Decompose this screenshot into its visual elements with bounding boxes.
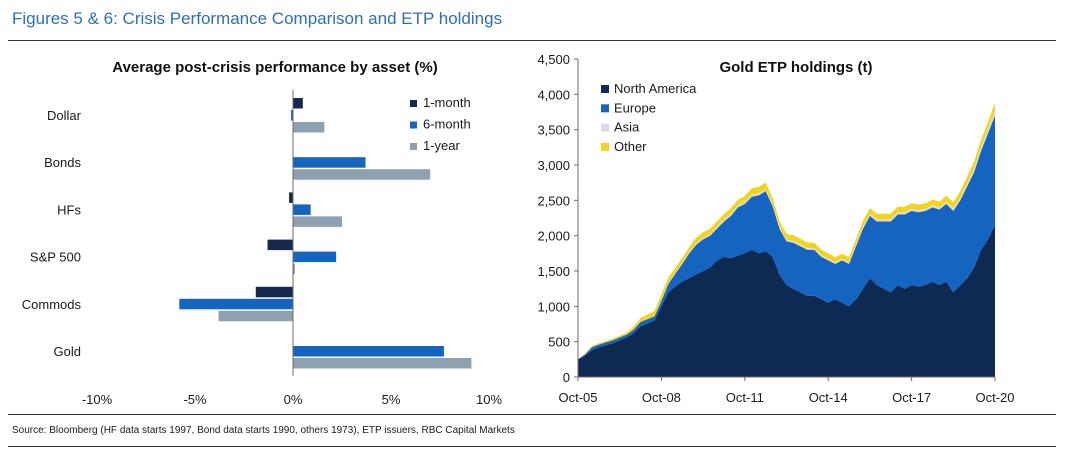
area-x-tick-labels: Oct-05 Oct-08 Oct-11 Oct-14 Oct-17 Oct-20 [558, 377, 1015, 405]
area-legend-swatch-asia [601, 123, 609, 132]
bar-series [179, 98, 472, 369]
source-divider-top [8, 414, 1056, 415]
category-label-dollar: Dollar [47, 108, 82, 123]
bar-hfs-1-year [293, 216, 342, 227]
bar-x-tick-0: -10% [82, 392, 113, 407]
bar-bonds-1-year [293, 169, 431, 180]
bar-legend-swatch-6-month [410, 121, 417, 129]
area-x-tick-3: Oct-14 [809, 390, 848, 405]
bar-hfs-1-month [289, 192, 293, 203]
area-y-tick-2: 1,000 [537, 299, 570, 314]
bar-bonds-6-month [293, 157, 366, 168]
area-x-tick-1: Oct-08 [642, 390, 681, 405]
area-legend-label-asia: Asia [614, 120, 640, 135]
area-y-tick-4: 2,000 [537, 229, 570, 244]
area-legend: North America Europe Asia Other [601, 81, 697, 154]
figure-title: Figures 5 & 6: Crisis Performance Compar… [12, 9, 503, 28]
area-north-america [578, 225, 995, 377]
source-note: Source: Bloomberg (HF data starts 1997, … [12, 425, 515, 436]
bar-hfs-6-month [293, 204, 311, 215]
bar-gold-1-year [293, 358, 472, 369]
area-legend-swatch-other [601, 142, 609, 151]
bar-dollar-6-month [291, 110, 293, 121]
bar-gold-6-month [293, 346, 444, 357]
bar-s-p-500-1-month [267, 239, 293, 251]
category-label-bonds: Bonds [44, 155, 81, 170]
bar-legend-label-6-month: 6-month [423, 117, 471, 132]
bar-commods-1-year [218, 310, 293, 322]
area-chart-title: Gold ETP holdings (t) [719, 59, 872, 76]
bar-s-p-500-6-month [293, 251, 337, 263]
top-divider [8, 40, 1056, 41]
bar-legend-label-1-month: 1-month [423, 95, 471, 110]
area-chart: Gold ETP holdings (t) 0 500 1,000 1,500 2,00… [537, 52, 1014, 405]
area-y-tick-1: 500 [548, 335, 570, 350]
bar-category-labels: Dollar Bonds HFs S&P 500 Commods Gold [22, 108, 82, 359]
bar-x-tick-3: 5% [382, 392, 401, 407]
area-y-tick-6: 3,000 [537, 158, 570, 173]
bar-commods-1-month [255, 286, 293, 298]
bar-dollar-1-year [293, 122, 325, 133]
bar-x-tick-labels: -10% -5% 0% 5% 10% [82, 392, 503, 407]
bar-s-p-500-1-year [293, 263, 295, 275]
area-y-tick-9: 4,500 [537, 52, 570, 67]
area-y-tick-3: 1,500 [537, 264, 570, 279]
area-legend-label-north-america: North America [614, 81, 697, 96]
category-label-hfs: HFs [57, 202, 81, 217]
bar-x-tick-4: 10% [476, 392, 502, 407]
area-y-tick-5: 2,500 [537, 193, 570, 208]
bottom-divider [8, 446, 1056, 447]
bar-legend: 1-month 6-month 1-year [410, 95, 471, 153]
area-y-tick-8: 4,000 [537, 87, 570, 102]
area-x-tick-0: Oct-05 [558, 390, 597, 405]
bar-legend-label-1-year: 1-year [423, 138, 461, 153]
area-legend-label-europe: Europe [614, 100, 656, 115]
area-legend-label-other: Other [614, 139, 647, 154]
area-y-tick-labels: 0 500 1,000 1,500 2,000 2,500 3,000 3,500 4,000 4… [537, 52, 578, 385]
category-label-gold: Gold [54, 344, 81, 359]
bar-dollar-1-month [293, 98, 303, 109]
bar-chart: Average post-crisis performance by asset… [22, 59, 503, 407]
bar-x-tick-2: 0% [284, 392, 303, 407]
bar-chart-title: Average post-crisis performance by asset… [112, 59, 437, 76]
area-x-tick-2: Oct-11 [726, 390, 764, 405]
category-label-commods: Commods [22, 297, 82, 312]
area-x-tick-5: Oct-20 [975, 390, 1014, 405]
area-legend-swatch-north-america [601, 85, 609, 93]
area-legend-swatch-europe [601, 104, 609, 113]
area-europe [578, 115, 995, 360]
area-y-tick-7: 3,500 [537, 123, 570, 138]
area-y-tick-0: 0 [563, 370, 570, 385]
area-series [578, 102, 995, 377]
area-x-tick-4: Oct-17 [892, 390, 931, 405]
bar-legend-swatch-1-month [410, 100, 417, 107]
bar-legend-swatch-1-year [410, 143, 417, 150]
bar-x-tick-1: -5% [183, 392, 207, 407]
category-label-s-p-500: S&P 500 [30, 250, 81, 265]
bar-commods-6-month [179, 298, 293, 310]
